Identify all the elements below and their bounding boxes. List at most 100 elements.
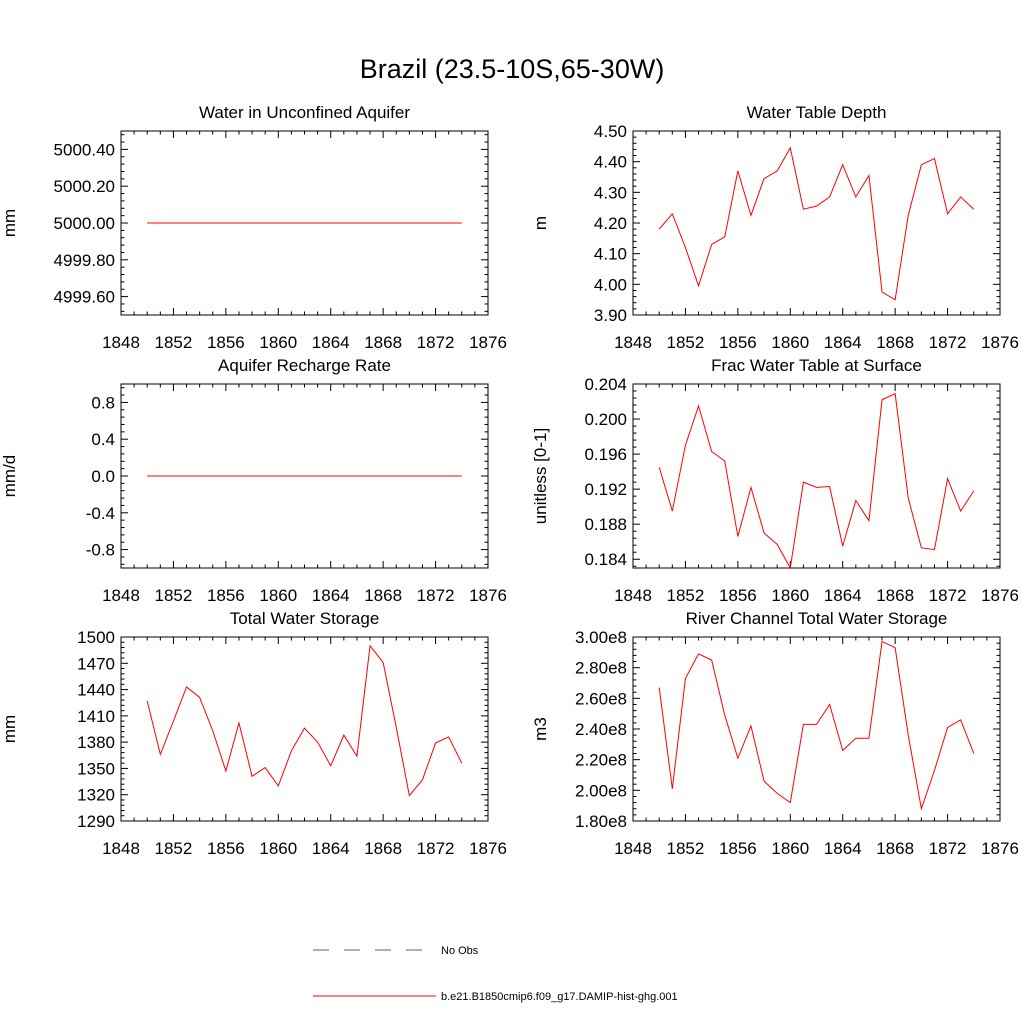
y-axis-label: m xyxy=(531,216,550,230)
y-tick-label: 0.204 xyxy=(584,375,627,394)
x-tick-label: 1864 xyxy=(312,333,350,352)
y-tick-label: 5000.20 xyxy=(54,177,115,196)
x-tick-label: 1860 xyxy=(771,839,809,858)
x-tick-label: 1868 xyxy=(876,839,914,858)
y-tick-label: 2.40e8 xyxy=(575,720,627,739)
legend-label: No Obs xyxy=(441,945,479,957)
y-tick-label: 4.30 xyxy=(594,183,627,202)
panel-title: Total Water Storage xyxy=(230,609,380,628)
y-tick-label: 1440 xyxy=(77,681,115,700)
x-tick-label: 1856 xyxy=(207,586,245,605)
x-tick-label: 1848 xyxy=(102,839,140,858)
panel-title: Frac Water Table at Surface xyxy=(711,356,922,375)
y-tick-label: 2.00e8 xyxy=(575,781,627,800)
x-tick-label: 1868 xyxy=(876,333,914,352)
y-tick-label: 1.80e8 xyxy=(575,812,627,831)
panel-title: Water Table Depth xyxy=(747,103,887,122)
x-tick-label: 1864 xyxy=(312,839,350,858)
y-tick-label: 1320 xyxy=(77,786,115,805)
panel-title: River Channel Total Water Storage xyxy=(686,609,948,628)
x-tick-label: 1868 xyxy=(876,586,914,605)
y-tick-label: 4.00 xyxy=(594,275,627,294)
x-tick-label: 1876 xyxy=(469,839,507,858)
panel-0: Water in Unconfined Aquifer 1848 1852 1856 1… xyxy=(0,103,507,352)
x-tick-label: 1876 xyxy=(469,333,507,352)
y-tick-label: 1290 xyxy=(77,812,115,831)
series-line xyxy=(658,146,975,301)
y-axis-label: mm xyxy=(0,209,19,237)
x-tick-label: 1872 xyxy=(417,333,455,352)
plot-frame xyxy=(632,383,1001,569)
x-tick-label: 1860 xyxy=(771,586,809,605)
x-tick-label: 1868 xyxy=(364,586,402,605)
x-tick-label: 1848 xyxy=(614,333,652,352)
y-tick-label: 2.60e8 xyxy=(575,689,627,708)
x-tick-label: 1848 xyxy=(614,586,652,605)
x-tick-label: 1872 xyxy=(417,586,455,605)
x-tick-label: 1852 xyxy=(667,333,705,352)
y-axis-label: mm xyxy=(0,715,19,743)
y-tick-label: 2.20e8 xyxy=(575,751,627,770)
x-tick-label: 1860 xyxy=(771,333,809,352)
x-tick-label: 1852 xyxy=(667,839,705,858)
x-tick-label: 1868 xyxy=(364,333,402,352)
x-tick-label: 1872 xyxy=(929,839,967,858)
y-tick-label: 0.8 xyxy=(91,393,115,412)
y-tick-label: 0.188 xyxy=(584,515,627,534)
panel-4: Total Water Storage 1848 1852 1856 1860 1864 1… xyxy=(0,609,507,858)
series-line xyxy=(146,644,463,797)
y-tick-label: 4.50 xyxy=(594,122,627,141)
x-tick-label: 1876 xyxy=(981,839,1019,858)
x-tick-label: 1856 xyxy=(719,839,757,858)
y-tick-label: 1410 xyxy=(77,707,115,726)
x-tick-label: 1848 xyxy=(102,586,140,605)
x-tick-label: 1864 xyxy=(824,839,862,858)
figure-title: Brazil (23.5-10S,65-30W) xyxy=(359,54,665,84)
y-tick-label: 0.0 xyxy=(91,467,115,486)
y-tick-label: 3.00e8 xyxy=(575,628,627,647)
plot-frame xyxy=(632,130,1001,316)
y-tick-label: 4.10 xyxy=(594,245,627,264)
legend-label: b.e21.B1850cmip6.f09_g17.DAMIP-hist-ghg.… xyxy=(441,991,678,1003)
y-axis-label: m3 xyxy=(531,717,550,741)
y-tick-label: -0.4 xyxy=(86,504,115,523)
x-tick-label: 1860 xyxy=(259,586,297,605)
y-tick-label: -0.8 xyxy=(86,541,115,560)
panel-2: Aquifer Recharge Rate 1848 1852 1856 1860 186… xyxy=(0,356,507,605)
y-tick-label: 4999.60 xyxy=(54,288,115,307)
plot-frame xyxy=(632,636,1001,822)
x-tick-label: 1876 xyxy=(981,586,1019,605)
x-tick-label: 1872 xyxy=(929,333,967,352)
y-tick-label: 4.20 xyxy=(594,214,627,233)
y-tick-label: 1350 xyxy=(77,759,115,778)
y-tick-label: 0.192 xyxy=(584,480,627,499)
y-tick-label: 1380 xyxy=(77,733,115,752)
y-tick-label: 0.200 xyxy=(584,410,627,429)
x-tick-label: 1872 xyxy=(929,586,967,605)
y-tick-label: 1500 xyxy=(77,628,115,647)
x-tick-label: 1856 xyxy=(207,839,245,858)
x-tick-label: 1856 xyxy=(207,333,245,352)
panel-1: Water Table Depth 1848 1852 1856 1860 1864 186… xyxy=(531,103,1019,352)
series-line xyxy=(658,392,975,570)
x-tick-label: 1868 xyxy=(364,839,402,858)
y-tick-label: 1470 xyxy=(77,654,115,673)
y-tick-label: 4.40 xyxy=(594,153,627,172)
x-tick-label: 1852 xyxy=(155,586,193,605)
x-tick-label: 1864 xyxy=(824,586,862,605)
y-tick-label: 5000.00 xyxy=(54,214,115,233)
x-tick-label: 1848 xyxy=(102,333,140,352)
x-tick-label: 1856 xyxy=(719,333,757,352)
panel-3: Frac Water Table at Surface 1848 1852 1856 1… xyxy=(531,356,1019,605)
x-tick-label: 1848 xyxy=(614,839,652,858)
panel-title: Aquifer Recharge Rate xyxy=(218,356,391,375)
x-tick-label: 1860 xyxy=(259,333,297,352)
y-tick-label: 0.196 xyxy=(584,445,627,464)
panel-title: Water in Unconfined Aquifer xyxy=(199,103,410,122)
y-tick-label: 0.4 xyxy=(91,430,115,449)
x-tick-label: 1852 xyxy=(155,333,193,352)
x-tick-label: 1860 xyxy=(259,839,297,858)
series-line xyxy=(658,640,975,811)
